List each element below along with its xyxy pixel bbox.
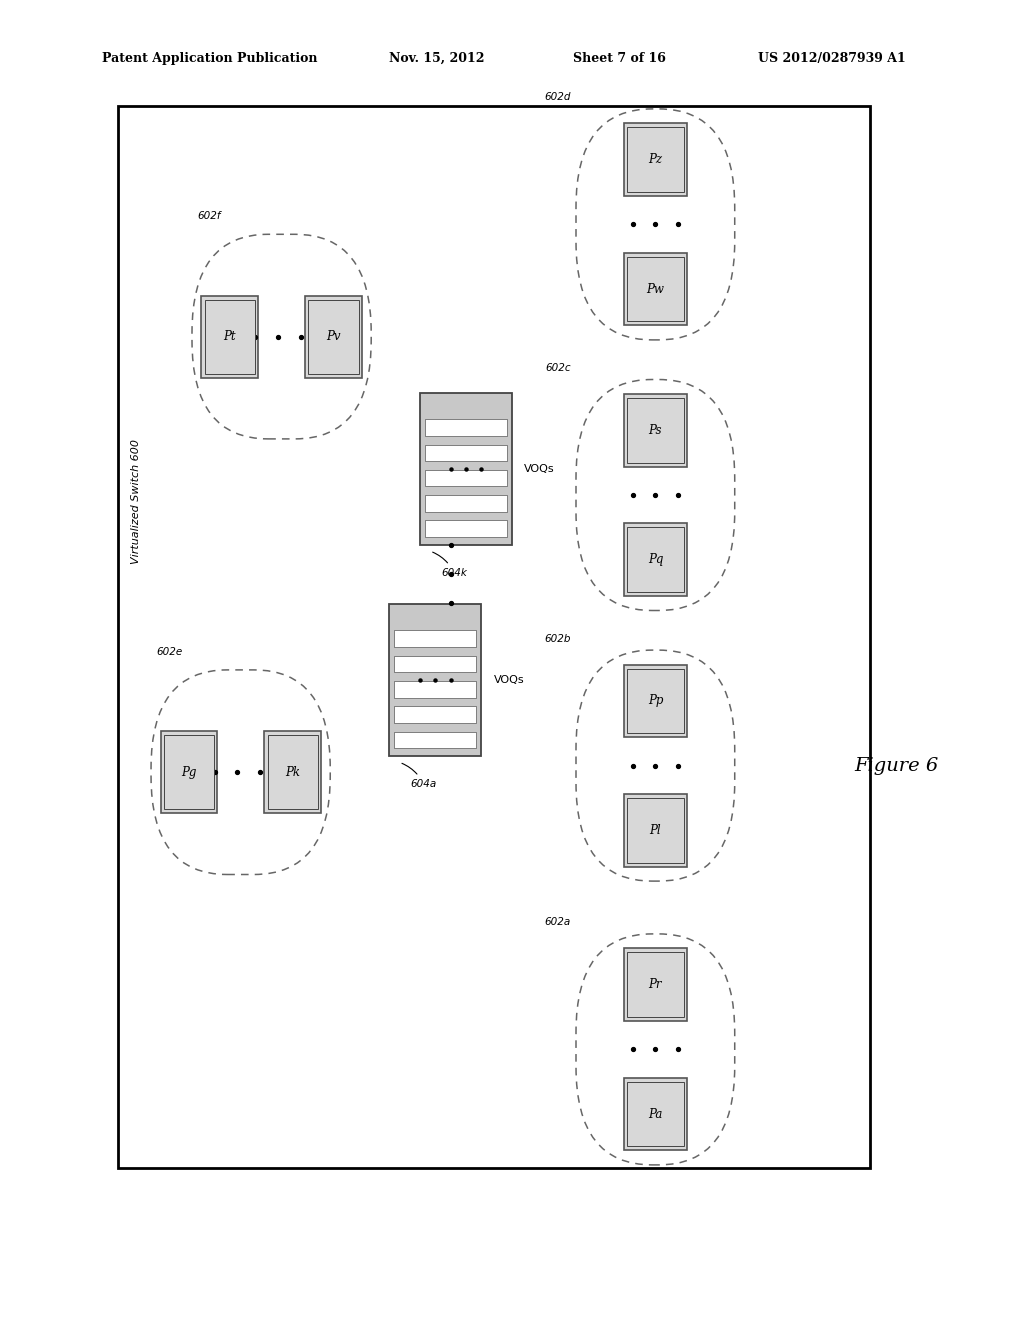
Text: Pl: Pl: [649, 824, 662, 837]
FancyBboxPatch shape: [152, 671, 330, 875]
Bar: [264, 731, 321, 813]
Bar: [627, 127, 684, 191]
Text: Pt: Pt: [223, 330, 236, 343]
Bar: [627, 397, 684, 462]
FancyBboxPatch shape: [193, 235, 372, 438]
Text: 602e: 602e: [156, 647, 182, 657]
Text: Pq: Pq: [647, 553, 664, 566]
Text: Pa: Pa: [648, 1107, 663, 1121]
Text: 602a: 602a: [545, 917, 571, 927]
Text: Pv: Pv: [327, 330, 341, 343]
Bar: [205, 300, 255, 374]
Bar: [627, 256, 684, 322]
FancyBboxPatch shape: [575, 649, 735, 882]
Bar: [308, 300, 358, 374]
Bar: [394, 731, 476, 748]
Bar: [425, 420, 507, 436]
FancyBboxPatch shape: [575, 110, 735, 341]
FancyBboxPatch shape: [118, 106, 870, 1168]
Bar: [161, 731, 217, 813]
Bar: [624, 1077, 687, 1151]
Bar: [425, 445, 507, 461]
Text: 604a: 604a: [402, 763, 436, 789]
Text: Pw: Pw: [646, 282, 665, 296]
Bar: [624, 523, 687, 597]
Text: Patent Application Publication: Patent Application Publication: [102, 51, 317, 65]
FancyBboxPatch shape: [575, 935, 735, 1166]
Text: Pz: Pz: [648, 153, 663, 166]
Bar: [624, 795, 687, 867]
Bar: [394, 681, 476, 697]
Bar: [624, 253, 687, 326]
Text: Sheet 7 of 16: Sheet 7 of 16: [573, 51, 667, 65]
Text: 604k: 604k: [433, 552, 467, 578]
Text: Pp: Pp: [647, 694, 664, 708]
Bar: [425, 470, 507, 486]
Bar: [394, 656, 476, 672]
Text: Nov. 15, 2012: Nov. 15, 2012: [389, 51, 484, 65]
Text: 602c: 602c: [545, 363, 571, 372]
Bar: [420, 393, 512, 544]
Bar: [425, 495, 507, 512]
Text: Pg: Pg: [181, 766, 197, 779]
Bar: [627, 797, 684, 863]
Bar: [389, 605, 481, 755]
Bar: [627, 953, 684, 1016]
Text: Ps: Ps: [648, 424, 663, 437]
Text: Virtualized Switch 600: Virtualized Switch 600: [131, 440, 141, 564]
Text: VOQs: VOQs: [524, 463, 555, 474]
Bar: [164, 735, 214, 809]
Bar: [624, 393, 687, 466]
Text: US 2012/0287939 A1: US 2012/0287939 A1: [758, 51, 905, 65]
Bar: [627, 1082, 684, 1146]
Bar: [624, 665, 687, 737]
Bar: [267, 735, 317, 809]
Text: 602b: 602b: [545, 634, 571, 644]
Bar: [305, 296, 361, 378]
Text: 602d: 602d: [545, 92, 571, 103]
Bar: [394, 631, 476, 647]
FancyBboxPatch shape: [575, 380, 735, 610]
Text: VOQs: VOQs: [494, 675, 524, 685]
Bar: [624, 948, 687, 1022]
Text: Pk: Pk: [285, 766, 300, 779]
Bar: [425, 520, 507, 537]
Bar: [627, 527, 684, 591]
Text: Figure 6: Figure 6: [854, 756, 938, 775]
Text: Pr: Pr: [648, 978, 663, 991]
Bar: [627, 669, 684, 734]
Text: 602f: 602f: [198, 211, 220, 220]
Bar: [624, 123, 687, 195]
Bar: [202, 296, 258, 378]
Bar: [394, 706, 476, 723]
